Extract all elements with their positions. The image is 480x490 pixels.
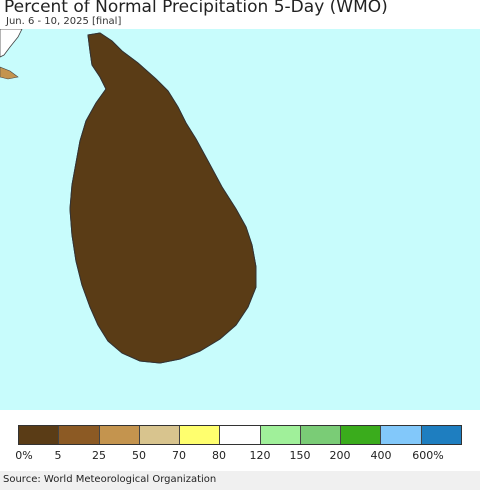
precipitation-map [0,29,480,410]
legend-swatch [260,426,301,444]
legend-swatch [381,426,422,444]
legend-swatch [421,426,461,444]
legend-swatch [300,426,342,444]
map-title: Percent of Normal Precipitation 5-Day (W… [4,0,388,17]
legend-swatch [99,426,140,444]
legend-swatch [180,426,221,444]
legend-colorbar [18,425,462,445]
legend-label: 120 [249,449,271,462]
legend-label: 80 [212,449,226,462]
legend-label: 600% [412,449,444,462]
legend-label: 25 [92,449,106,462]
legend-label: 0% [15,449,33,462]
india-landmass [0,29,23,58]
legend-label: 5 [54,449,62,462]
legend-swatch [59,426,100,444]
legend-swatch [139,426,181,444]
map-canvas [0,29,480,410]
legend-label: 200 [329,449,351,462]
legend-swatch [220,426,261,444]
legend-swatch [19,426,60,444]
india-landmass-south [0,66,19,80]
legend-label: 50 [132,449,146,462]
legend-label: 70 [172,449,186,462]
legend-labels: 0% 5 25 50 70 80 120 150 200 400 600% [0,449,480,463]
legend-swatch [341,426,382,444]
map-subtitle: Jun. 6 - 10, 2025 [final] [6,16,122,27]
footer: Source: World Meteorological Organizatio… [0,471,480,490]
source-credit: Source: World Meteorological Organizatio… [3,474,217,485]
legend-label: 150 [289,449,311,462]
legend-label: 400 [370,449,392,462]
